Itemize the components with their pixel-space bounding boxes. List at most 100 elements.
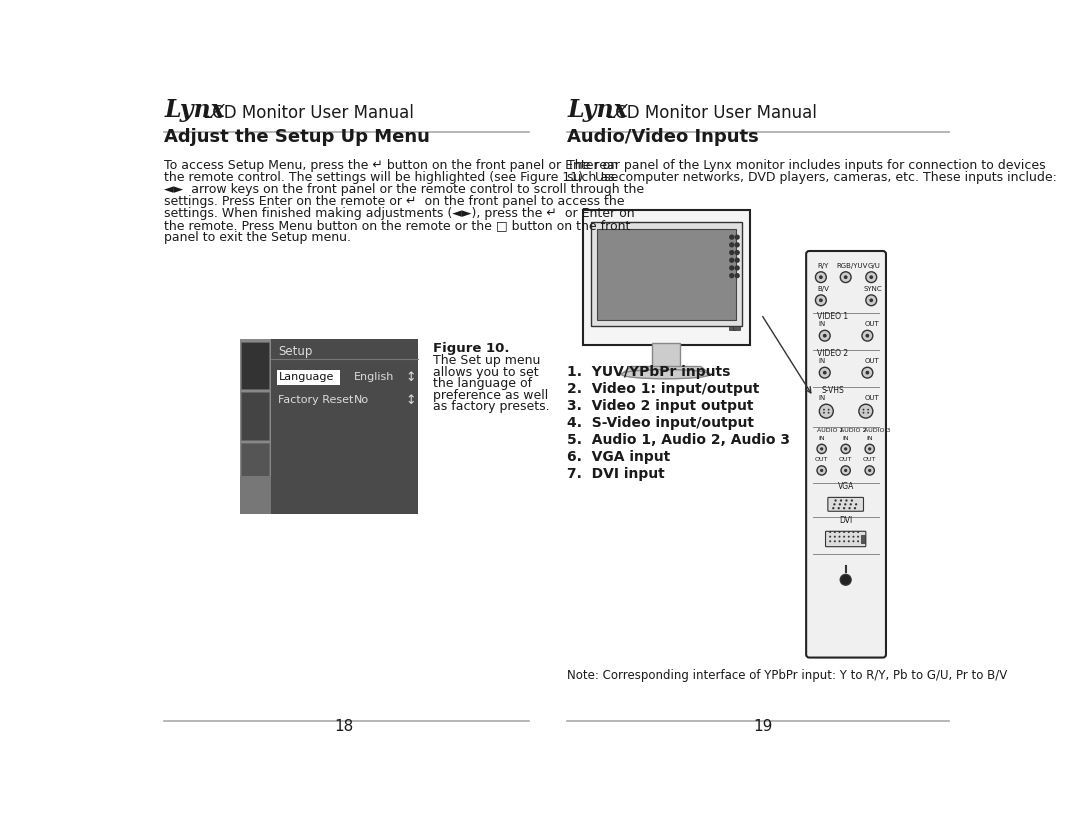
Text: ↕: ↕ <box>405 394 416 407</box>
Circle shape <box>837 507 840 510</box>
Circle shape <box>834 540 836 542</box>
Text: SYNC: SYNC <box>864 286 882 292</box>
Circle shape <box>735 266 739 270</box>
Ellipse shape <box>621 369 711 379</box>
Circle shape <box>846 500 848 501</box>
Circle shape <box>865 466 875 475</box>
Text: No: No <box>354 395 369 405</box>
Circle shape <box>735 259 739 262</box>
Text: 1.  YUV/YPbPr inputs: 1. YUV/YPbPr inputs <box>567 365 731 379</box>
Circle shape <box>866 295 877 306</box>
Bar <box>729 326 734 329</box>
Text: AUDIO 2: AUDIO 2 <box>840 428 867 433</box>
Circle shape <box>869 275 873 279</box>
Circle shape <box>834 503 836 505</box>
Text: DVI: DVI <box>839 515 852 525</box>
Text: AUDIO 3: AUDIO 3 <box>864 428 890 433</box>
Text: panel to exit the Setup menu.: panel to exit the Setup menu. <box>164 231 351 244</box>
Circle shape <box>854 507 856 510</box>
Circle shape <box>862 330 873 341</box>
Text: IN: IN <box>819 435 825 440</box>
Text: OUT: OUT <box>863 457 876 462</box>
Circle shape <box>855 503 858 505</box>
Text: OUT: OUT <box>865 321 880 328</box>
Circle shape <box>823 371 826 374</box>
Text: 5.  Audio 1, Audio 2, Audio 3: 5. Audio 1, Audio 2, Audio 3 <box>567 433 791 447</box>
Text: Figure 10.: Figure 10. <box>433 342 510 354</box>
Text: such as computer networks, DVD players, cameras, etc. These inputs include:: such as computer networks, DVD players, … <box>567 171 1057 184</box>
Text: G/U: G/U <box>867 263 880 269</box>
Bar <box>597 229 735 319</box>
FancyBboxPatch shape <box>825 531 866 546</box>
Circle shape <box>858 540 859 542</box>
Text: R/Y: R/Y <box>816 263 828 269</box>
Circle shape <box>730 259 733 262</box>
Text: B/V: B/V <box>816 286 828 292</box>
Circle shape <box>832 507 835 510</box>
Circle shape <box>858 531 859 533</box>
Circle shape <box>820 330 831 341</box>
Circle shape <box>863 409 864 410</box>
Circle shape <box>730 274 733 278</box>
Circle shape <box>841 466 850 475</box>
Circle shape <box>868 447 872 450</box>
Circle shape <box>838 540 840 542</box>
Polygon shape <box>623 366 708 373</box>
Circle shape <box>848 535 850 538</box>
Circle shape <box>850 503 852 505</box>
Circle shape <box>852 535 854 538</box>
Circle shape <box>820 404 834 418</box>
Circle shape <box>865 334 869 338</box>
Text: RGB/YUV: RGB/YUV <box>836 263 867 269</box>
Text: LCD Monitor User Manual: LCD Monitor User Manual <box>203 103 414 122</box>
Circle shape <box>845 503 847 505</box>
Circle shape <box>852 540 854 542</box>
Bar <box>591 222 742 326</box>
Text: VIDEO 2: VIDEO 2 <box>816 349 848 358</box>
Text: allows you to set: allows you to set <box>433 366 539 379</box>
Circle shape <box>829 540 832 542</box>
Circle shape <box>849 507 851 510</box>
Text: Setup: Setup <box>279 345 313 358</box>
Text: settings. When finished making adjustments (◄►), press the ↵  or Enter on: settings. When finished making adjustmen… <box>164 207 635 220</box>
Text: as factory presets.: as factory presets. <box>433 400 550 414</box>
Text: 3.  Video 2 input output: 3. Video 2 input output <box>567 399 754 413</box>
Circle shape <box>848 531 850 533</box>
Circle shape <box>863 412 864 414</box>
Text: IN: IN <box>819 321 826 328</box>
Text: OUT: OUT <box>815 457 828 462</box>
Bar <box>240 475 271 515</box>
Circle shape <box>865 371 869 374</box>
Circle shape <box>840 272 851 283</box>
Text: AUDIO 1: AUDIO 1 <box>816 428 843 433</box>
Circle shape <box>819 275 823 279</box>
Circle shape <box>829 535 832 538</box>
Circle shape <box>858 535 859 538</box>
Bar <box>583 210 750 345</box>
Bar <box>271 339 418 515</box>
Text: OUT: OUT <box>865 395 880 401</box>
Circle shape <box>815 272 826 283</box>
Circle shape <box>730 243 733 247</box>
Circle shape <box>859 404 873 418</box>
Circle shape <box>730 250 733 254</box>
Circle shape <box>816 445 826 454</box>
Circle shape <box>834 531 836 533</box>
Text: IN: IN <box>866 435 873 440</box>
Text: English: English <box>354 372 394 382</box>
Circle shape <box>843 531 846 533</box>
Circle shape <box>827 409 829 410</box>
Bar <box>241 392 269 440</box>
Circle shape <box>867 409 869 410</box>
Text: ◄►  arrow keys on the front panel or the remote control to scroll through the: ◄► arrow keys on the front panel or the … <box>164 183 645 196</box>
Circle shape <box>841 445 850 454</box>
Bar <box>733 326 740 329</box>
Text: 19: 19 <box>753 720 772 735</box>
Text: S-VHS: S-VHS <box>821 385 843 394</box>
Circle shape <box>829 531 832 533</box>
Text: The rear panel of the Lynx monitor includes inputs for connection to devices: The rear panel of the Lynx monitor inclu… <box>567 159 1047 173</box>
Text: Adjust the Setup Up Menu: Adjust the Setup Up Menu <box>164 128 430 146</box>
Circle shape <box>735 243 739 247</box>
Circle shape <box>848 540 850 542</box>
Text: the language of: the language of <box>433 377 532 390</box>
